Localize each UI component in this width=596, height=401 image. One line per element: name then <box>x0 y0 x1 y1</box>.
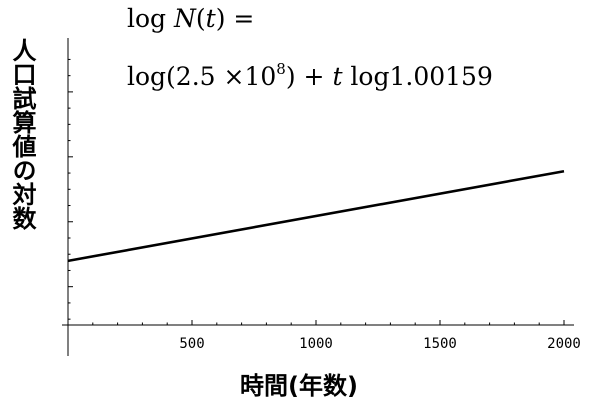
series-line <box>67 169 565 263</box>
x-tick-label: 2000 <box>547 336 581 352</box>
x-axis-title: 時間(年数) <box>240 372 358 400</box>
axes <box>62 38 574 356</box>
series-group <box>67 169 565 263</box>
y-axis-title: 人口試算値の対数 <box>8 38 36 230</box>
formula-line-2: log(2.5 ×108) + t log1.00159 <box>127 60 493 92</box>
x-tick-label: 500 <box>179 336 204 352</box>
formula-line-1: log N(t) = <box>127 4 255 33</box>
x-tick-label: 1000 <box>299 336 333 352</box>
x-tick-label: 1500 <box>423 336 457 352</box>
x-tick-labels: 500 1000 1500 2000 <box>179 336 581 352</box>
